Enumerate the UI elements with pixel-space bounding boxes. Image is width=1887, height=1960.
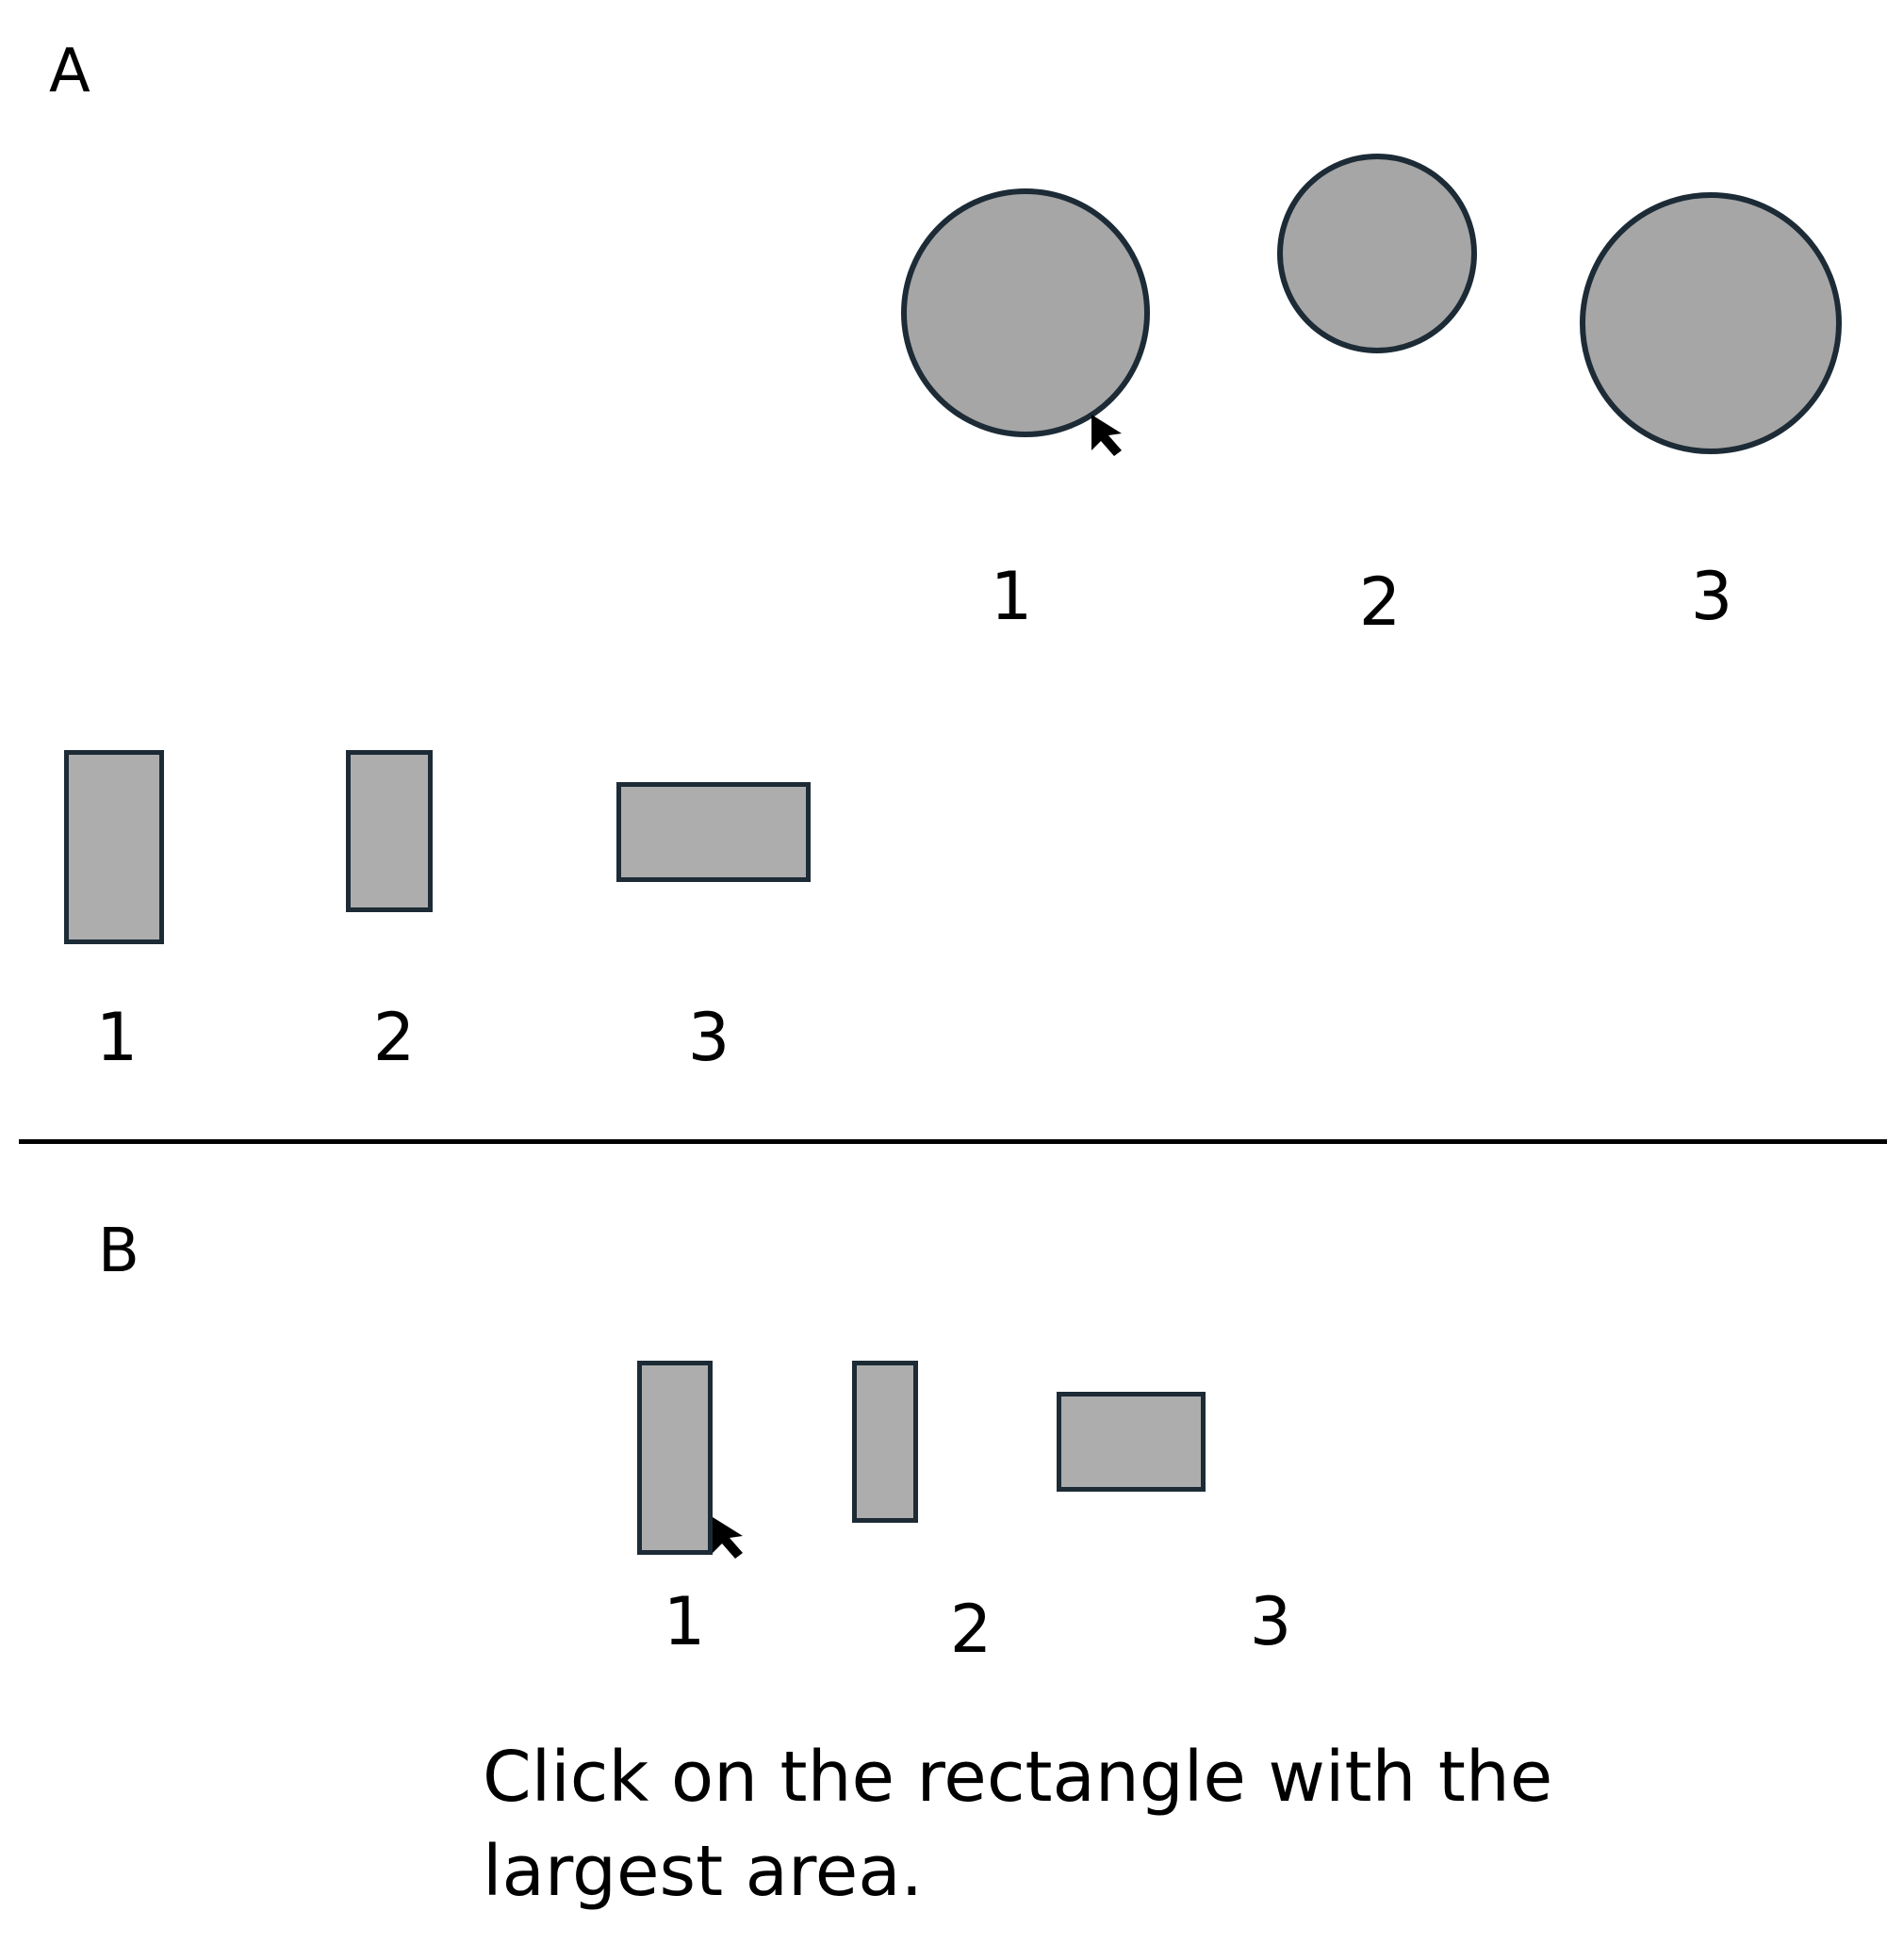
panel-b-rectangle-2[interactable] xyxy=(852,1361,918,1523)
panel-b-rectangle-3[interactable] xyxy=(1057,1392,1206,1492)
panel-a-rectangle-1[interactable] xyxy=(64,750,164,944)
cursor-arrow-icon xyxy=(713,1517,743,1559)
cursor-arrow-icon xyxy=(1091,415,1122,456)
panel-a-rectangle-3-label: 3 xyxy=(687,999,730,1076)
panel-b-rectangle-1[interactable] xyxy=(637,1361,713,1555)
panel-a-rectangle-2[interactable] xyxy=(346,750,433,912)
panel-a-rectangle-3[interactable] xyxy=(616,782,811,882)
panel-a-rectangle-1-label: 1 xyxy=(95,999,139,1076)
instruction-text: Click on the rectangle with the largest … xyxy=(483,1737,1553,1912)
panel-a-label: A xyxy=(49,37,90,106)
panel-b-rectangle-2-label: 2 xyxy=(949,1591,993,1668)
panel-a-rectangle-2-label: 2 xyxy=(372,999,416,1076)
panel-b-rectangle-3-label: 3 xyxy=(1249,1583,1292,1660)
panel-a-circle-2[interactable] xyxy=(1277,154,1477,353)
panel-a-circle-3[interactable] xyxy=(1580,192,1842,454)
panel-b-label: B xyxy=(98,1217,139,1286)
panel-a-circle-1[interactable] xyxy=(901,188,1150,437)
panel-a-circle-3-label: 3 xyxy=(1690,558,1733,635)
panel-a-circle-1-label: 1 xyxy=(990,558,1033,635)
panel-b-rectangle-1-label: 1 xyxy=(663,1583,706,1660)
section-divider xyxy=(19,1139,1887,1144)
panel-a-circle-2-label: 2 xyxy=(1358,564,1402,641)
